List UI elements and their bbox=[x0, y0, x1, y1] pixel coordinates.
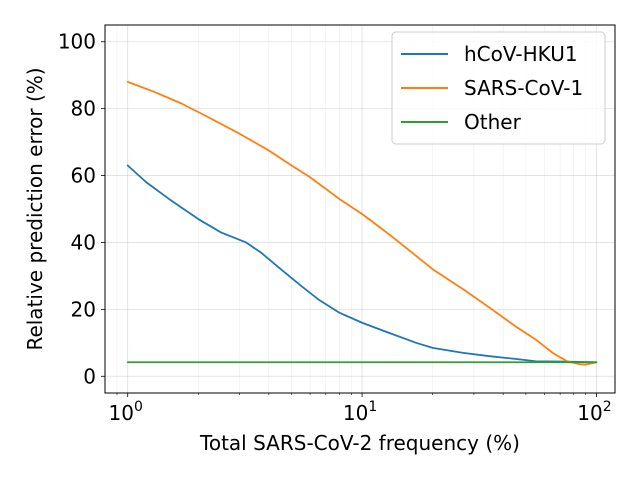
y-tick-label: 20 bbox=[71, 297, 96, 321]
legend-label-other: Other bbox=[464, 110, 522, 134]
y-tick-label: 100 bbox=[58, 30, 96, 54]
y-tick-label: 40 bbox=[71, 230, 96, 254]
x-axis-ticks: 100 101 102 bbox=[109, 393, 612, 425]
y-tick-label: 60 bbox=[71, 164, 96, 188]
series-layer bbox=[126, 80, 598, 366]
series-line-hcov-hku1 bbox=[126, 164, 598, 364]
legend-box bbox=[391, 31, 606, 145]
series-line-sars-cov-1 bbox=[126, 80, 598, 366]
plot-frame bbox=[104, 24, 616, 394]
x-tick-label: 100 bbox=[109, 399, 143, 425]
legend: hCoV-HKU1 SARS-CoV-1 Other bbox=[391, 31, 606, 145]
legend-label-sars-cov-1: SARS-CoV-1 bbox=[464, 76, 583, 100]
y-tick-label: 0 bbox=[83, 364, 96, 388]
x-tick-label: 102 bbox=[577, 399, 611, 425]
y-tick-label: 80 bbox=[71, 97, 96, 121]
x-axis-label: Total SARS-CoV-2 frequency (%) bbox=[199, 431, 520, 455]
y-axis-label: Relative prediction error (%) bbox=[23, 67, 47, 350]
legend-label-hcov-hku1: hCoV-HKU1 bbox=[464, 42, 578, 66]
x-tick-label: 101 bbox=[343, 399, 377, 425]
y-axis-ticks: 0 20 40 60 80 100 bbox=[58, 30, 105, 388]
